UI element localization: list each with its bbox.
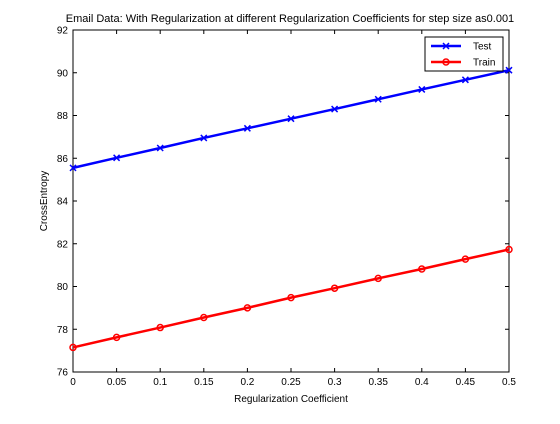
data-point-train [156,323,164,332]
data-point-test [418,85,426,93]
legend-item-train: Train [431,58,495,69]
x-axis-label: Regularization Coefficient [234,394,348,405]
data-point-train [330,284,339,292]
legend-box [424,36,504,72]
data-point-test [69,164,77,172]
legend-label-test: Test [473,42,492,53]
legend-label-train: Train [473,58,495,69]
data-point-train [69,343,77,352]
x-tick-label: 0.15 [194,377,214,388]
x-tick-label: 0.45 [456,377,476,388]
series-line-train [72,248,510,349]
series-layer [69,66,513,352]
data-point-train [505,245,513,254]
data-point-train [287,293,295,302]
y-tick-label: 82 [57,239,69,250]
y-tick-label: 84 [57,197,69,208]
y-tick-label: 86 [57,154,69,165]
y-tick-label: 78 [57,325,69,336]
x-tick-label: 0.5 [502,377,516,388]
x-tick-label: 0.05 [107,377,127,388]
y-tick-label: 92 [57,26,69,37]
data-point-train [374,274,382,283]
series-test [69,66,513,172]
y-tick-label: 88 [57,111,69,122]
y-tick-label: 90 [57,68,69,79]
data-point-train [243,304,252,312]
series-train [69,245,513,352]
data-point-train [112,333,121,342]
axes-box [72,29,510,373]
legend-item-test: Test [431,42,492,53]
data-point-test [461,76,469,84]
x-tick-label: 0.3 [328,377,342,388]
chart-title: Email Data: With Regularization at diffe… [66,13,514,25]
legend-marker-test [442,42,450,50]
legend-marker-train [442,58,450,66]
y-tick-label: 76 [57,368,69,379]
x-tick-label: 0.25 [281,377,301,388]
y-axis-label: CrossEntropy [39,171,50,232]
data-point-test [505,66,513,74]
data-point-test [156,144,164,152]
data-point-train [200,313,208,322]
data-point-test [374,95,382,103]
x-tick-label: 0.2 [240,377,254,388]
data-point-test [243,124,251,132]
x-tick-label: 0.1 [153,377,167,388]
data-point-train [418,265,426,273]
data-point-train [461,255,470,263]
data-point-test [113,154,121,162]
data-point-test [200,134,208,142]
x-tick-label: 0.35 [368,377,388,388]
x-tick-label: 0 [70,377,76,388]
data-point-test [287,115,295,123]
data-point-test [331,105,339,113]
x-tick-label: 0.4 [415,377,429,388]
y-tick-label: 80 [57,282,69,293]
legend: Test Train [424,36,504,72]
ticks-layer: 0 0.05 0.1 0.15 0.2 0.25 0.3 0.35 0.4 0.45 0.5 76 78… [57,26,517,389]
